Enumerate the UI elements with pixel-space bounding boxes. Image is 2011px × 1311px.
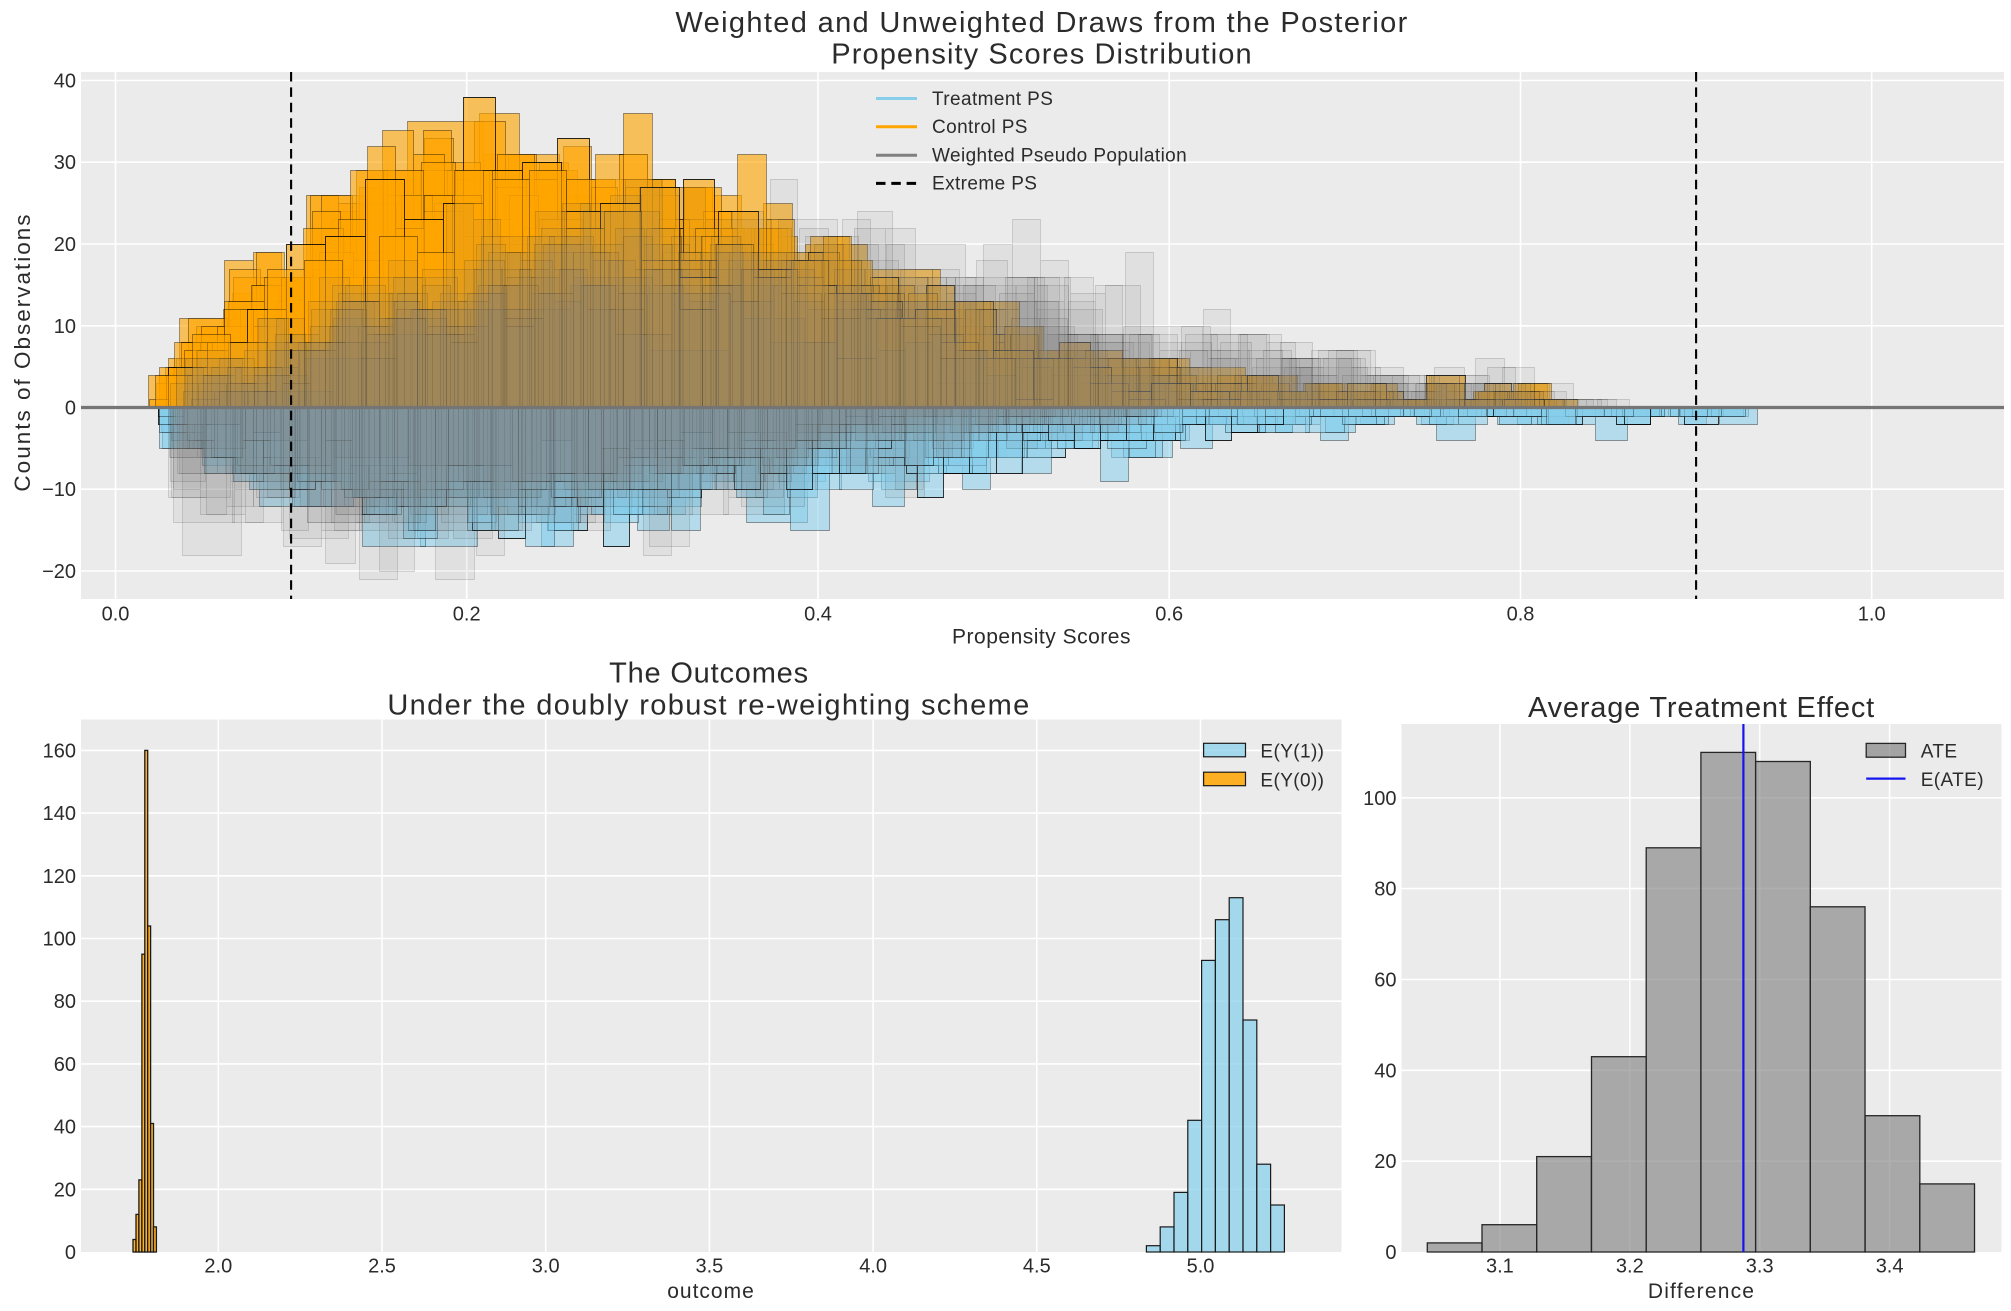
svg-text:E(ATE): E(ATE): [1921, 770, 1984, 791]
svg-text:160: 160: [43, 740, 76, 762]
svg-text:Weighted Pseudo Population: Weighted Pseudo Population: [932, 146, 1187, 167]
svg-text:20: 20: [54, 1179, 76, 1201]
svg-text:Treatment PS: Treatment PS: [932, 89, 1053, 110]
svg-text:Average Treatment Effect: Average Treatment Effect: [1528, 692, 1875, 724]
svg-text:40: 40: [54, 1117, 76, 1139]
svg-text:20: 20: [54, 234, 76, 256]
svg-text:The Outcomes: The Outcomes: [609, 658, 809, 690]
svg-text:Control PS: Control PS: [932, 117, 1028, 138]
svg-text:40: 40: [54, 71, 76, 93]
svg-text:0.4: 0.4: [804, 604, 832, 626]
svg-text:0.2: 0.2: [453, 604, 481, 626]
svg-text:outcome: outcome: [667, 1280, 755, 1303]
svg-text:0.6: 0.6: [1155, 604, 1183, 626]
svg-text:ATE: ATE: [1921, 742, 1958, 763]
svg-text:120: 120: [43, 866, 76, 888]
svg-text:2.5: 2.5: [368, 1256, 396, 1278]
svg-text:80: 80: [1374, 879, 1396, 901]
svg-text:Extreme PS: Extreme PS: [932, 174, 1037, 195]
svg-text:10: 10: [54, 316, 76, 338]
svg-text:140: 140: [43, 803, 76, 825]
svg-text:20: 20: [1374, 1151, 1396, 1173]
svg-text:60: 60: [54, 1054, 76, 1076]
svg-text:100: 100: [43, 929, 76, 951]
svg-text:−20: −20: [42, 561, 76, 583]
svg-text:0: 0: [65, 1242, 76, 1264]
svg-text:0.0: 0.0: [102, 604, 130, 626]
svg-text:4.0: 4.0: [859, 1256, 887, 1278]
svg-text:2.0: 2.0: [204, 1256, 232, 1278]
svg-text:E(Y(0)): E(Y(0)): [1260, 770, 1324, 791]
svg-text:Under the doubly robust re-wei: Under the doubly robust re-weighting sch…: [387, 689, 1030, 721]
svg-text:5.0: 5.0: [1187, 1256, 1215, 1278]
svg-text:Counts of Observations: Counts of Observations: [10, 212, 35, 491]
svg-text:40: 40: [1374, 1060, 1396, 1082]
svg-text:30: 30: [54, 152, 76, 174]
svg-text:3.3: 3.3: [1746, 1256, 1774, 1278]
svg-text:0: 0: [65, 398, 76, 420]
svg-text:−10: −10: [42, 479, 76, 501]
svg-text:Weighted and Unweighted Draws: Weighted and Unweighted Draws from the P…: [675, 7, 1408, 39]
svg-text:1.0: 1.0: [1858, 604, 1886, 626]
svg-text:3.2: 3.2: [1616, 1256, 1644, 1278]
svg-text:E(Y(1)): E(Y(1)): [1260, 742, 1324, 763]
svg-text:80: 80: [54, 991, 76, 1013]
svg-text:3.1: 3.1: [1486, 1256, 1514, 1278]
svg-text:0.8: 0.8: [1507, 604, 1535, 626]
svg-text:0: 0: [1385, 1242, 1396, 1264]
svg-text:Difference: Difference: [1648, 1280, 1755, 1303]
svg-text:3.0: 3.0: [532, 1256, 560, 1278]
svg-text:Propensity Scores Distribution: Propensity Scores Distribution: [831, 39, 1252, 71]
svg-text:100: 100: [1363, 788, 1396, 810]
svg-text:60: 60: [1374, 970, 1396, 992]
svg-text:3.5: 3.5: [695, 1256, 723, 1278]
svg-text:4.5: 4.5: [1023, 1256, 1051, 1278]
svg-text:Propensity Scores: Propensity Scores: [952, 626, 1131, 649]
svg-text:3.4: 3.4: [1876, 1256, 1904, 1278]
